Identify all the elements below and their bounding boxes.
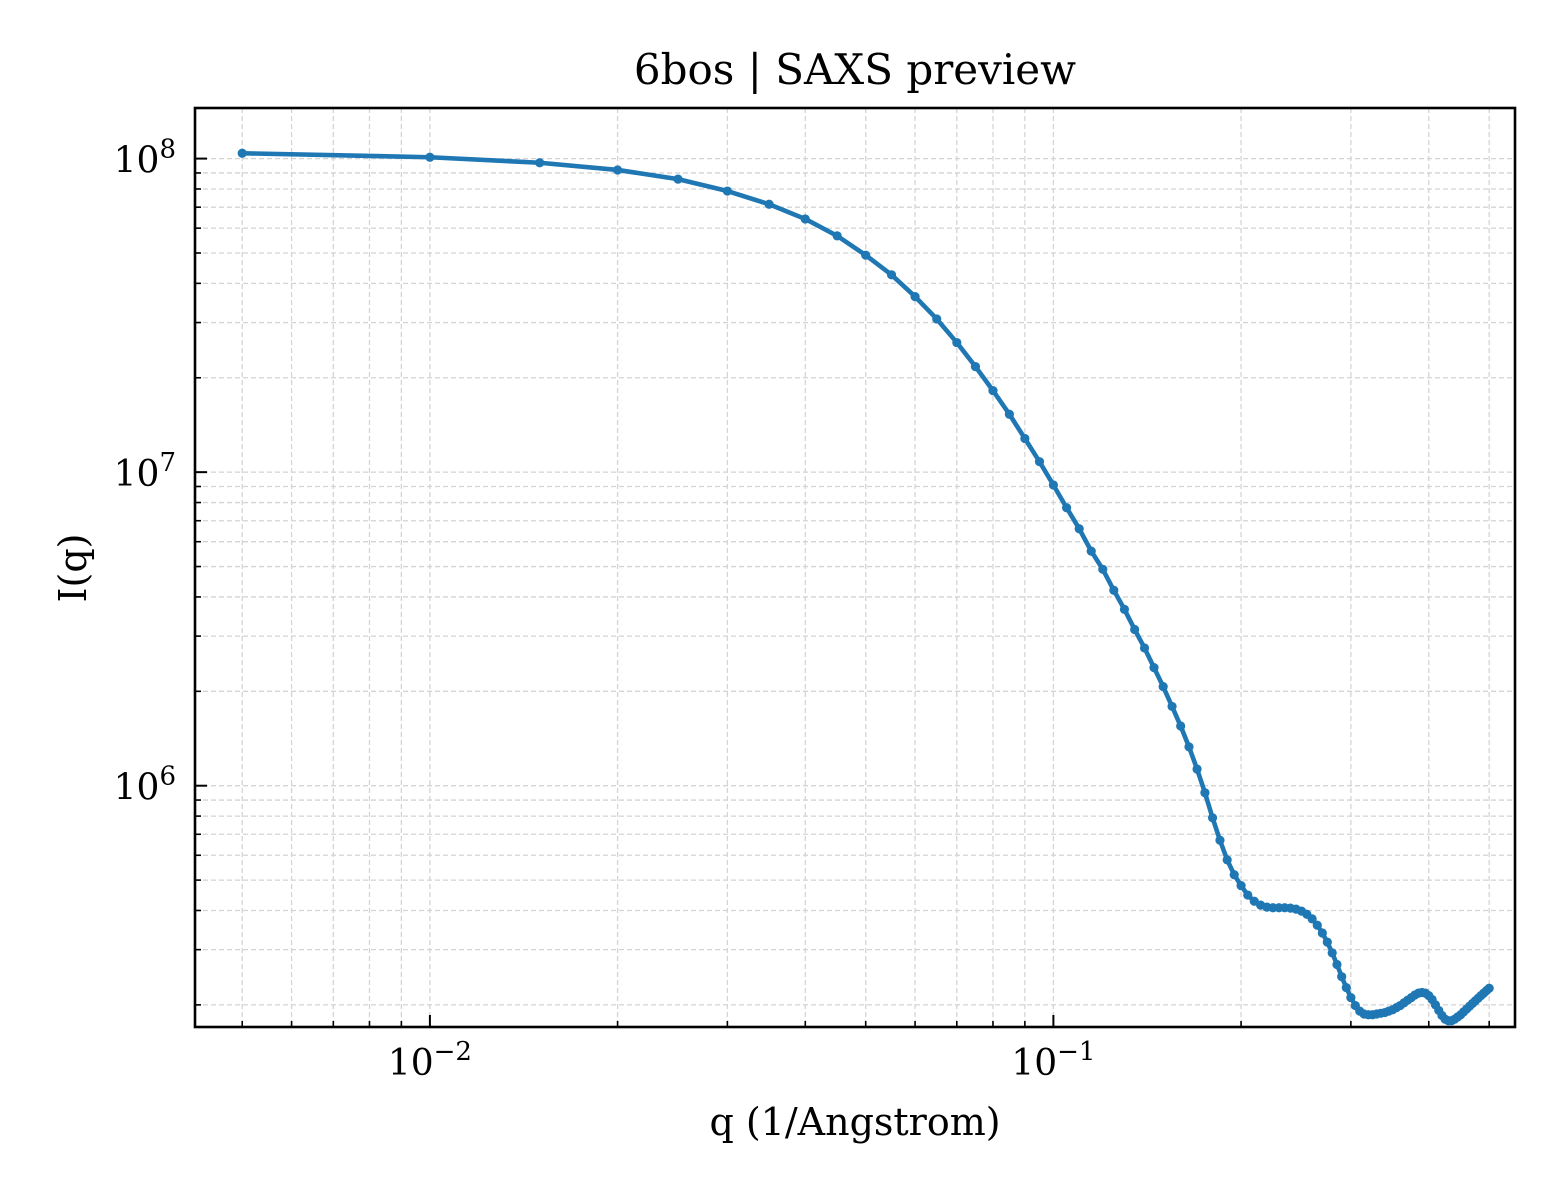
series-layer: [237, 148, 1494, 1026]
data-point: [1312, 920, 1322, 930]
data-point: [1236, 881, 1246, 891]
data-point: [1034, 457, 1045, 467]
data-point: [1098, 564, 1108, 574]
data-point: [612, 165, 623, 175]
data-point: [1229, 870, 1239, 880]
x-axis-label: q (1/Angstrom): [709, 1100, 1000, 1144]
data-point: [1484, 983, 1494, 993]
data-point: [1139, 643, 1150, 653]
data-point: [988, 386, 998, 396]
data-point: [1167, 701, 1177, 712]
data-point: [1341, 983, 1351, 993]
data-point: [1215, 835, 1225, 845]
data-point: [832, 231, 842, 241]
data-point: [1149, 663, 1159, 673]
data-point: [722, 186, 732, 196]
plot-frame: [193, 106, 1517, 1029]
data-point: [970, 362, 981, 372]
data-point: [886, 270, 897, 280]
data-point: [1243, 890, 1253, 900]
data-point: [673, 174, 683, 184]
data-point: [1062, 503, 1072, 513]
data-point: [1307, 914, 1317, 924]
y-tick-label: 106: [114, 762, 176, 809]
y-tick-label: 107: [114, 448, 176, 495]
data-point: [1222, 855, 1232, 865]
data-point: [1346, 992, 1356, 1003]
data-point: [1130, 624, 1140, 635]
tick-labels: 10−2 10−1 106 107 108: [114, 135, 1096, 1084]
data-point: [1109, 585, 1119, 595]
data-point: [910, 291, 920, 302]
data-point: [1074, 524, 1084, 534]
data-point: [1158, 682, 1168, 692]
data-point: [1086, 546, 1096, 556]
data-point: [1200, 788, 1210, 798]
x-tick-label: 10−2: [388, 1037, 472, 1084]
data-point: [1322, 937, 1332, 947]
data-point: [1176, 721, 1186, 731]
data-point: [1192, 764, 1202, 774]
y-tick-label: 108: [114, 135, 176, 182]
data-point: [1020, 433, 1030, 444]
data-point: [425, 152, 435, 162]
data-point: [1317, 928, 1327, 938]
data-point: [1048, 480, 1058, 490]
major-ticks: [195, 157, 1055, 1027]
data-point: [1332, 959, 1342, 970]
x-tick-label: 10−1: [1011, 1037, 1095, 1084]
data-point: [932, 314, 942, 324]
data-point: [1327, 948, 1337, 958]
data-point: [952, 337, 962, 348]
chart-title: 6bos | SAXS preview: [634, 45, 1076, 94]
plot-area-background: [195, 108, 1515, 1027]
data-point: [1119, 604, 1130, 615]
data-point: [1184, 742, 1194, 752]
data-point: [535, 158, 545, 168]
data-point: [800, 214, 810, 224]
data-point: [237, 148, 247, 158]
data-point: [764, 199, 774, 209]
data-point: [1207, 813, 1218, 823]
data-point: [1337, 972, 1347, 982]
y-axis-label: I(q): [51, 534, 95, 603]
data-point: [1004, 409, 1014, 419]
data-point: [861, 250, 871, 260]
